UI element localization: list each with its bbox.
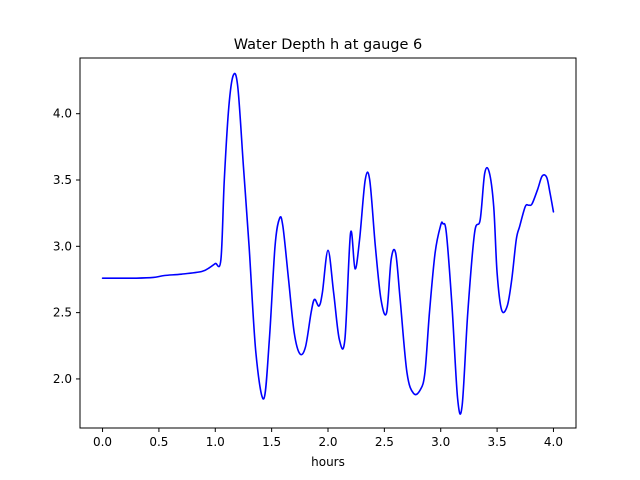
chart-title: Water Depth h at gauge 6 — [234, 37, 422, 53]
x-axis: 0.0 0.5 1.0 1.5 2.0 2.5 3.0 3.5 4.0 — [93, 428, 563, 449]
y-tick-label: 2.0 — [53, 372, 72, 386]
x-tick-label: 1.5 — [262, 435, 281, 449]
x-tick-label: 0.5 — [149, 435, 168, 449]
x-tick-label: 3.0 — [431, 435, 450, 449]
x-tick-label: 1.0 — [206, 435, 225, 449]
series-line-h — [101, 72, 555, 415]
y-tick-label: 3.0 — [53, 239, 72, 253]
x-tick-label: 4.0 — [544, 435, 563, 449]
y-tick-label: 3.5 — [53, 173, 72, 187]
x-tick-label: 3.5 — [488, 435, 507, 449]
y-tick-label: 2.5 — [53, 306, 72, 320]
x-tick-label: 2.5 — [375, 435, 394, 449]
x-tick-label: 0.0 — [93, 435, 112, 449]
x-axis-label: hours — [311, 455, 345, 469]
plot-area-frame — [79, 57, 577, 429]
y-tick-label: 4.0 — [53, 107, 72, 121]
y-axis: 2.0 2.5 3.0 3.5 4.0 — [53, 107, 80, 386]
x-tick-label: 2.0 — [318, 435, 337, 449]
